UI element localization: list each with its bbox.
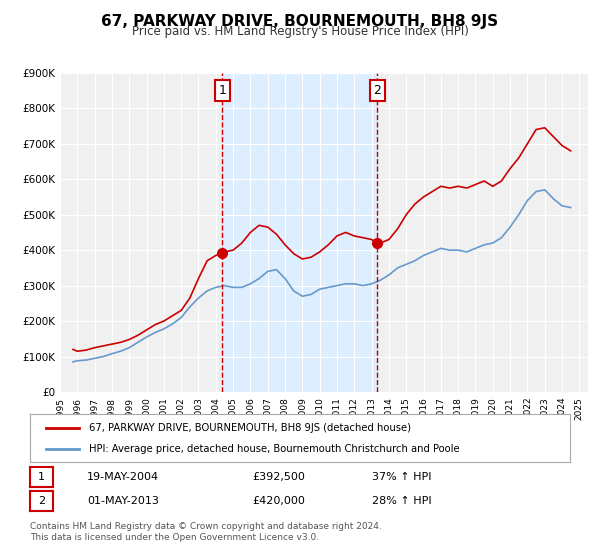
Bar (223, 73, 377, 392)
Text: Contains HM Land Registry data © Crown copyright and database right 2024.: Contains HM Land Registry data © Crown c… (30, 522, 382, 531)
Text: 1: 1 (218, 84, 226, 97)
Text: 19-MAY-2004: 19-MAY-2004 (87, 472, 159, 482)
Text: 67, PARKWAY DRIVE, BOURNEMOUTH, BH8 9JS: 67, PARKWAY DRIVE, BOURNEMOUTH, BH8 9JS (101, 14, 499, 29)
Text: £420,000: £420,000 (252, 496, 305, 506)
Text: 2: 2 (38, 496, 45, 506)
Text: 2: 2 (373, 84, 381, 97)
Text: HPI: Average price, detached house, Bournemouth Christchurch and Poole: HPI: Average price, detached house, Bour… (89, 444, 460, 454)
Text: This data is licensed under the Open Government Licence v3.0.: This data is licensed under the Open Gov… (30, 533, 319, 542)
Text: Price paid vs. HM Land Registry's House Price Index (HPI): Price paid vs. HM Land Registry's House … (131, 25, 469, 38)
Text: 28% ↑ HPI: 28% ↑ HPI (372, 496, 431, 506)
Text: £392,500: £392,500 (252, 472, 305, 482)
Text: 01-MAY-2013: 01-MAY-2013 (87, 496, 159, 506)
Text: 1: 1 (38, 472, 45, 482)
Text: 37% ↑ HPI: 37% ↑ HPI (372, 472, 431, 482)
Text: 67, PARKWAY DRIVE, BOURNEMOUTH, BH8 9JS (detached house): 67, PARKWAY DRIVE, BOURNEMOUTH, BH8 9JS … (89, 423, 412, 433)
